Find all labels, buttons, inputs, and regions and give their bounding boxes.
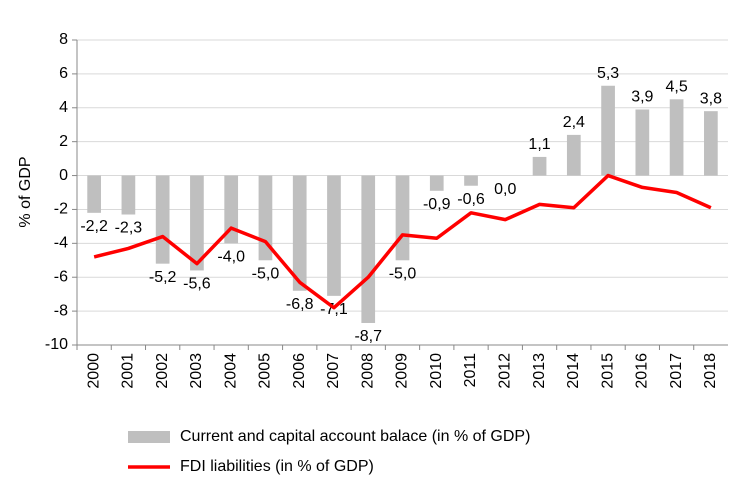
y-tick-label: 6 [59,65,68,82]
x-tick-label: 2009 [394,353,411,389]
y-tick-label: -10 [45,336,68,353]
y-tick-label: 8 [59,31,68,48]
x-tick-label: 2017 [668,353,685,389]
y-tick-label: 0 [59,167,68,184]
bar [224,175,239,244]
data-label: -0,6 [457,191,485,208]
bar [292,175,307,291]
bar [190,175,204,271]
bar [669,99,684,176]
data-label: 1,1 [528,136,550,153]
x-tick-label: 2008 [359,353,376,389]
data-label: -0,9 [423,196,451,213]
bar [121,175,136,215]
y-tick-label: 2 [59,133,68,150]
data-label: -6,8 [286,296,314,313]
x-tick-label: 2004 [222,353,239,389]
bar [601,85,615,176]
bar [532,156,547,176]
bar [566,134,581,176]
y-tick-label: 4 [59,99,68,116]
data-label: -5,0 [389,265,417,282]
x-tick-label: 2015 [599,353,616,389]
x-tick-label: 2001 [120,353,137,389]
x-tick-label: 2018 [702,353,719,389]
bar [635,109,650,176]
line [93,173,712,310]
bar [361,175,376,323]
data-label: -2,3 [115,220,143,237]
bar [87,175,101,213]
x-tick-label: 2016 [634,353,651,389]
y-tick-label: -8 [54,302,68,319]
x-tick-label: 2003 [188,353,205,389]
data-label: 5,3 [597,65,619,82]
bar [704,111,718,176]
data-label: -8,7 [354,328,382,345]
data-label: -7,1 [320,301,348,318]
data-label: 2,4 [563,114,585,131]
bar [327,175,341,296]
data-label: 3,8 [700,90,722,107]
x-tick-label: 2002 [154,353,171,389]
legend-label: Current and capital account balace (in %… [180,428,530,445]
y-tick-label: -4 [54,235,68,252]
x-tick-label: 2000 [85,353,102,389]
x-tick-label: 2006 [291,353,308,389]
legend-swatch [128,431,170,443]
y-tick-label: -2 [54,201,68,218]
y-tick-label: -6 [54,268,68,285]
x-tick-label: 2007 [325,353,342,389]
x-tick-label: 2013 [531,353,548,389]
data-label: 0,0 [494,181,516,198]
bar [155,175,170,264]
data-label: -5,0 [252,265,280,282]
bar [464,175,478,186]
legend-label: FDI liabilities (in % of GDP) [180,458,374,475]
data-label: 4,5 [665,79,687,96]
bar [395,175,410,261]
y-axis-label: % of GDP [17,156,34,227]
data-label: -2,2 [80,218,108,235]
x-tick-label: 2010 [428,353,445,389]
x-tick-label: 2005 [257,353,274,389]
data-label: 3,9 [631,89,653,106]
x-tick-label: 2012 [497,353,514,389]
data-label: -4,0 [217,249,245,266]
bar [429,175,444,191]
x-tick-label: 2014 [565,353,582,389]
data-label: -5,2 [149,269,177,286]
x-tick-label: 2011 [462,353,479,388]
data-label: -5,6 [183,276,211,293]
